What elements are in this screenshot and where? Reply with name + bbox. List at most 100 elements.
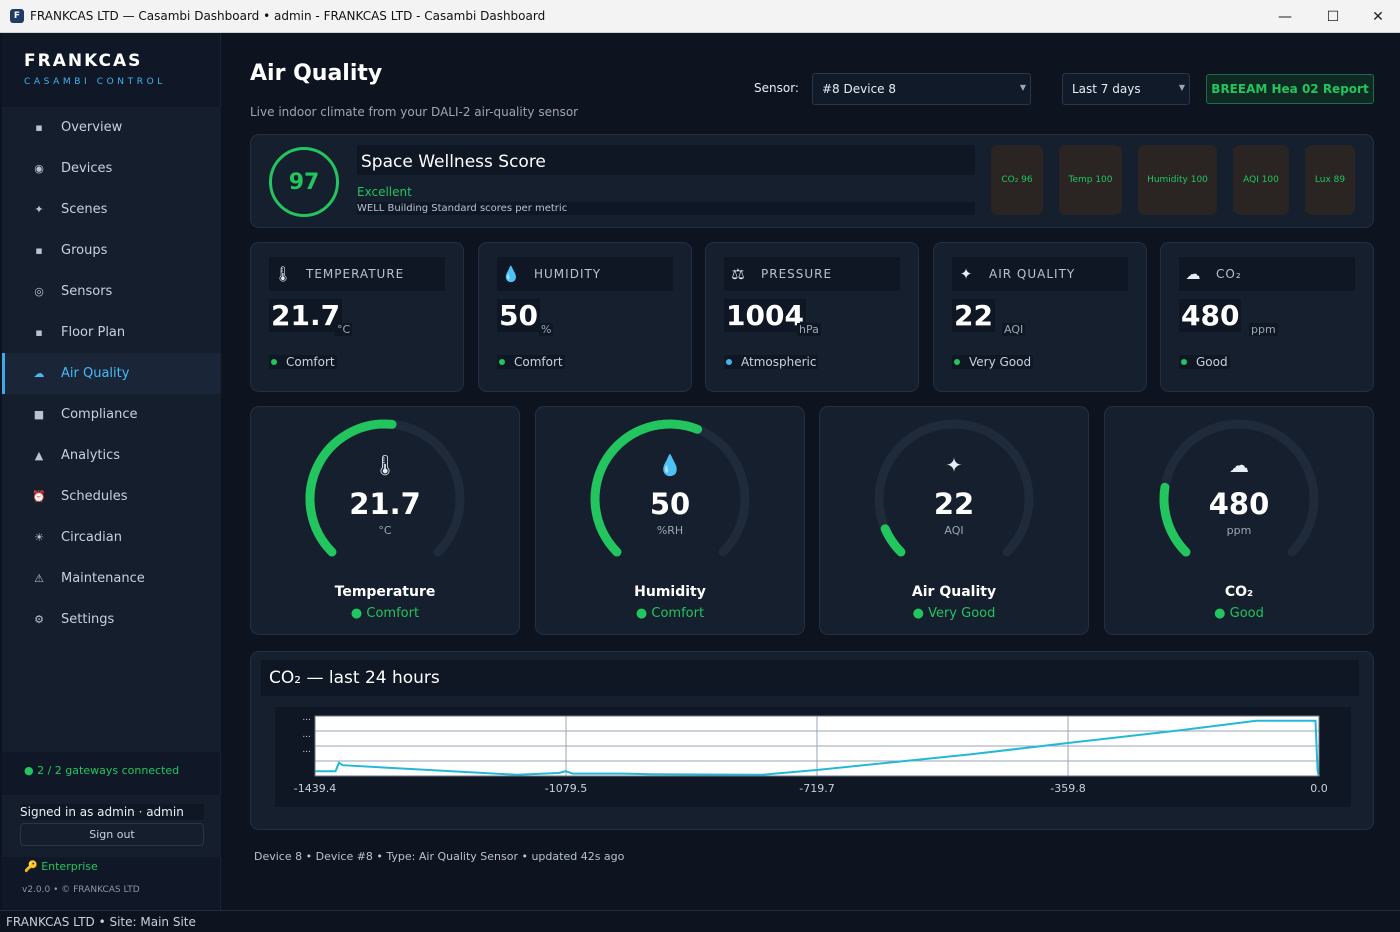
grid-icon: ▪ bbox=[35, 244, 43, 257]
metric-label: HUMIDITY bbox=[534, 267, 602, 281]
sign-out-button[interactable]: Sign out bbox=[20, 823, 204, 846]
sidebar-item-analytics[interactable]: ▲ Analytics bbox=[2, 435, 221, 476]
gauge-track bbox=[874, 419, 1034, 557]
metric-card-humidity: 💧 HUMIDITY 50 % Comfort bbox=[478, 242, 692, 392]
status-dot bbox=[726, 359, 732, 365]
page-subtitle: Live indoor climate from your DALI-2 air… bbox=[250, 105, 579, 119]
metric-unit: ppm bbox=[1249, 323, 1278, 336]
app-icon: F bbox=[10, 9, 24, 23]
breeam-report-button[interactable]: BREEAM Hea 02 Report bbox=[1206, 74, 1374, 104]
metric-unit: AQI bbox=[1002, 323, 1026, 336]
x-tick-label: 0.0 bbox=[1310, 782, 1328, 795]
gauge-status: ● Comfort bbox=[350, 606, 420, 621]
gauge-card-temperature: 🌡 21.7 °C Temperature ● Comfort bbox=[250, 406, 520, 635]
metric-status: Very Good bbox=[952, 355, 1034, 369]
gauge-ring bbox=[874, 419, 1034, 557]
sidebar-item-floor-plan[interactable]: ▪ Floor Plan bbox=[2, 312, 221, 353]
gauge-name: CO₂ bbox=[1224, 584, 1254, 600]
gauge-fill bbox=[880, 524, 906, 557]
sidebar-item-circadian[interactable]: ☀ Circadian bbox=[2, 517, 221, 558]
status-dot bbox=[271, 359, 277, 365]
metric-status-label: Good bbox=[1196, 355, 1228, 369]
gauge-fill bbox=[1159, 482, 1191, 557]
thermometer-icon: 🌡 bbox=[372, 453, 398, 477]
sidebar-item-scenes[interactable]: ✦ Scenes bbox=[2, 189, 221, 230]
metric-card-air-quality: ✦ AIR QUALITY 22 AQI Very Good bbox=[933, 242, 1147, 392]
sensor-select-value: #8 Device 8 bbox=[822, 82, 896, 96]
y-tick-label: ... bbox=[302, 730, 311, 740]
co2-line-chart: -1439.4 -1079.5 -719.7 -359.8 0.0......... bbox=[294, 713, 1328, 795]
sidebar-item-label: Devices bbox=[61, 161, 113, 176]
thermometer-icon: 🌡 bbox=[273, 265, 293, 283]
gauge-name: Temperature bbox=[334, 584, 436, 600]
range-select-value: Last 7 days bbox=[1072, 82, 1141, 96]
version-label: v2.0.0 • © FRANKCAS LTD bbox=[22, 885, 140, 895]
metric-value: 50 bbox=[497, 299, 540, 332]
sidebar-item-label: Settings bbox=[61, 612, 115, 627]
y-tick-label: ... bbox=[302, 713, 311, 723]
cloud-icon: ☁ bbox=[33, 367, 45, 380]
sidebar-item-devices[interactable]: ◉ Devices bbox=[2, 148, 221, 189]
sidebar-item-sensors[interactable]: ◎ Sensors bbox=[2, 271, 221, 312]
triangle-icon: ▲ bbox=[34, 449, 44, 462]
sidebar-item-compliance[interactable]: ■ Compliance bbox=[2, 394, 221, 435]
license-tier: 🔑 Enterprise bbox=[24, 860, 98, 873]
minimize-button[interactable]: — bbox=[1278, 8, 1292, 25]
gauge-unit: ppm bbox=[1226, 524, 1252, 537]
sidebar-item-overview[interactable]: ▪ Overview bbox=[2, 107, 221, 148]
target-icon: ◎ bbox=[34, 285, 44, 298]
metric-status-label: Comfort bbox=[514, 355, 563, 369]
gauge-unit: %RH bbox=[656, 524, 684, 537]
window-titlebar: F FRANKCAS LTD — Casambi Dashboard • adm… bbox=[0, 0, 1400, 33]
score-pill-humidity: Humidity 100 bbox=[1138, 145, 1217, 215]
floorplan-icon: ▪ bbox=[35, 326, 43, 339]
sensor-label: Sensor: bbox=[754, 81, 799, 95]
sidebar-item-air-quality[interactable]: ☁ Air Quality bbox=[2, 353, 221, 394]
chevron-down-icon: ▼ bbox=[1019, 83, 1026, 92]
sidebar-item-label: Scenes bbox=[61, 202, 108, 217]
gauge-value: 480 bbox=[1208, 487, 1270, 521]
gear-icon: ⚙ bbox=[34, 613, 44, 626]
range-select[interactable]: Last 7 days ▼ bbox=[1062, 73, 1190, 105]
status-dot bbox=[499, 359, 505, 365]
sidebar-item-settings[interactable]: ⚙ Settings bbox=[2, 599, 221, 640]
metric-unit: °C bbox=[335, 323, 353, 336]
plot-border bbox=[314, 715, 1320, 777]
gauge-card-air-quality: ✦ 22 AQI Air Quality ● Very Good bbox=[819, 406, 1089, 635]
gauge-ring bbox=[590, 419, 750, 557]
score-pill-temp: Temp 100 bbox=[1059, 145, 1122, 215]
close-button[interactable]: ✕ bbox=[1372, 8, 1384, 25]
page-title: Air Quality bbox=[250, 61, 383, 86]
sidebar-item-label: Groups bbox=[61, 243, 108, 258]
gauge-status: ● Good bbox=[1214, 606, 1264, 621]
sidebar-nav: ▪ Overview ◉ Devices ✦ Scenes ▪ Groups ◎ Sensors ▪… bbox=[2, 107, 221, 752]
warning-icon: ⚠ bbox=[34, 572, 44, 585]
gateway-status: ● 2 / 2 gateways connected bbox=[24, 764, 180, 777]
sidebar-item-label: Compliance bbox=[61, 407, 138, 422]
metric-unit: % bbox=[539, 323, 554, 336]
sidebar-item-label: Circadian bbox=[61, 530, 122, 545]
sensor-select[interactable]: #8 Device 8 ▼ bbox=[812, 73, 1031, 105]
metric-status: Comfort bbox=[497, 355, 565, 369]
metric-unit: hPa bbox=[797, 323, 821, 336]
maximize-button[interactable]: ☐ bbox=[1326, 8, 1340, 25]
sidebar-item-label: Air Quality bbox=[61, 366, 130, 381]
score-pill-lux: Lux 89 bbox=[1305, 145, 1355, 215]
gauge-value: 22 bbox=[933, 487, 975, 521]
alarm-clock-icon: ⏰ bbox=[32, 490, 46, 503]
metric-header: 💧 HUMIDITY bbox=[497, 257, 673, 291]
metric-status: Good bbox=[1179, 355, 1230, 369]
sensor-footer: Device 8 • Device #8 • Type: Air Quality… bbox=[254, 850, 625, 863]
metric-label: PRESSURE bbox=[761, 267, 833, 281]
sidebar-item-maintenance[interactable]: ⚠ Maintenance bbox=[2, 558, 221, 599]
metric-card-temperature: 🌡 TEMPERATURE 21.7 °C Comfort bbox=[250, 242, 464, 392]
sidebar-item-schedules[interactable]: ⏰ Schedules bbox=[2, 476, 221, 517]
sidebar-item-groups[interactable]: ▪ Groups bbox=[2, 230, 221, 271]
sparkle-icon: ✦ bbox=[34, 203, 44, 216]
wellness-score: 97 bbox=[269, 147, 339, 217]
metric-header: 🌡 TEMPERATURE bbox=[269, 257, 445, 291]
co2-chart-card: CO₂ — last 24 hours -1439.4 -1079.5 -719.7… bbox=[250, 651, 1374, 830]
metric-header: ⚖ PRESSURE bbox=[724, 257, 900, 291]
sparkle-icon: ✦ bbox=[959, 265, 973, 283]
sidebar-item-label: Analytics bbox=[61, 448, 121, 463]
